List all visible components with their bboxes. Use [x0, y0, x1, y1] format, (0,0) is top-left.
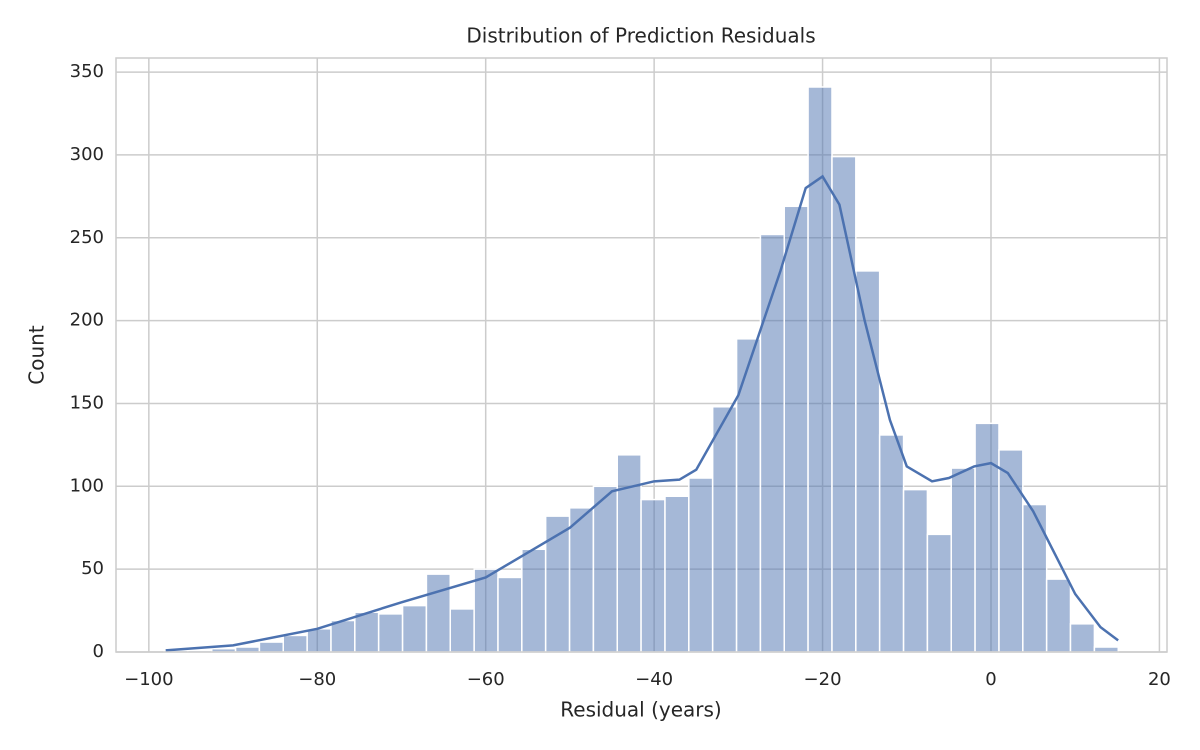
bar: [878, 434, 905, 653]
bar: [568, 507, 595, 653]
bar: [950, 467, 976, 653]
x-tick-label: −100: [124, 669, 173, 690]
bar: [425, 573, 451, 653]
bar: [497, 576, 523, 653]
y-tick-label: 50: [81, 558, 104, 579]
bar: [926, 533, 952, 653]
plot-frame: [115, 57, 1168, 653]
bar: [258, 641, 285, 653]
bar: [306, 628, 332, 653]
bar: [998, 449, 1024, 653]
y-tick-label: 100: [70, 475, 104, 496]
chart-title: Distribution of Prediction Residuals: [466, 24, 815, 48]
bar: [902, 488, 929, 653]
x-tick-label: −20: [804, 669, 842, 690]
bar: [473, 568, 499, 653]
x-tick-label: −60: [467, 669, 505, 690]
x-tick-label: 20: [1148, 669, 1171, 690]
y-tick-label: 250: [70, 227, 104, 248]
y-tick-label: 350: [70, 61, 104, 82]
bar: [735, 338, 762, 653]
bar: [783, 205, 809, 653]
bar: [974, 422, 1000, 653]
y-tick-label: 150: [70, 392, 104, 413]
bar: [544, 515, 571, 653]
bar: [711, 406, 738, 653]
x-tick-label: −40: [635, 669, 673, 690]
x-tick-label: −80: [298, 669, 336, 690]
bar: [688, 477, 714, 653]
bar: [807, 86, 833, 653]
bar: [1045, 578, 1072, 653]
y-axis-label: Count: [25, 325, 49, 385]
x-tick-label: 0: [985, 669, 996, 690]
y-tick-label: 200: [70, 310, 104, 331]
y-tick-label: 300: [70, 144, 104, 165]
bar: [354, 611, 380, 653]
x-axis-label: Residual (years): [560, 698, 721, 722]
bar: [401, 604, 428, 653]
bar: [449, 608, 475, 653]
bar: [1022, 503, 1048, 653]
bar: [1069, 623, 1096, 653]
bar: [592, 485, 618, 653]
bar: [521, 548, 547, 653]
bar: [664, 495, 690, 653]
kde-line: [165, 174, 1119, 652]
bar: [640, 498, 666, 653]
bar: [282, 634, 308, 653]
bar: [377, 613, 404, 653]
y-tick-label: 0: [93, 641, 104, 662]
bar: [330, 619, 356, 653]
